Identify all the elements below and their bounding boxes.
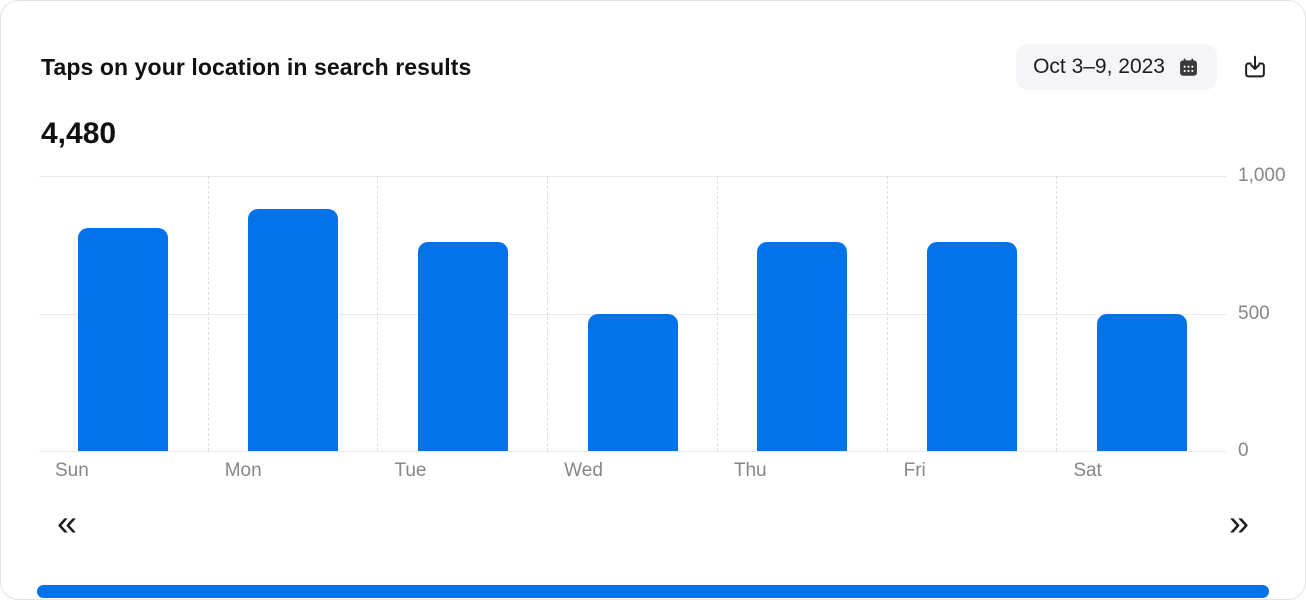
download-button[interactable] bbox=[1237, 49, 1273, 85]
gridline bbox=[39, 176, 1226, 177]
chart-column-mon: Mon bbox=[207, 176, 378, 481]
bar-fri[interactable] bbox=[926, 242, 1017, 451]
chart-column-thu: Thu bbox=[716, 176, 887, 481]
x-axis-label-wed: Wed bbox=[564, 460, 603, 481]
y-axis-tick-label: 1,000 bbox=[1238, 165, 1286, 186]
date-range-button[interactable]: Oct 3–9, 2023 bbox=[1016, 44, 1217, 90]
x-axis-label-sun: Sun bbox=[55, 460, 89, 481]
gridline bbox=[39, 451, 1226, 452]
chart-column-tue: Tue bbox=[377, 176, 547, 481]
chart-column-wed: Wed bbox=[547, 176, 717, 481]
x-axis-label-mon: Mon bbox=[224, 460, 262, 481]
previous-week-button[interactable]: « bbox=[49, 501, 85, 545]
download-icon bbox=[1241, 53, 1269, 81]
total-taps-value: 4,480 bbox=[41, 117, 117, 150]
bar-sun[interactable] bbox=[78, 228, 169, 451]
bar-thu[interactable] bbox=[757, 242, 848, 451]
bar-wed[interactable] bbox=[587, 313, 678, 451]
y-axis: 1,000 500 0 bbox=[1238, 165, 1302, 461]
bar-mon[interactable] bbox=[248, 209, 339, 451]
next-week-button[interactable]: » bbox=[1221, 501, 1257, 545]
calendar-icon bbox=[1177, 56, 1200, 79]
x-axis-label-fri: Fri bbox=[903, 460, 926, 481]
bar-tue[interactable] bbox=[417, 242, 508, 451]
header-actions: Oct 3–9, 2023 bbox=[1016, 44, 1273, 90]
y-axis-tick-label: 0 bbox=[1238, 440, 1249, 461]
timeline-scrollbar[interactable] bbox=[37, 585, 1269, 598]
card-title: Taps on your location in search results bbox=[41, 53, 472, 80]
bar-chart: Sun Mon Tue Wed Thu Fri Sat bbox=[39, 176, 1226, 481]
x-axis-label-thu: Thu bbox=[733, 460, 767, 481]
chart-column-sat: Sat bbox=[1056, 176, 1226, 481]
x-axis-label-sat: Sat bbox=[1073, 460, 1102, 481]
bar-sat[interactable] bbox=[1096, 313, 1187, 451]
date-range-label: Oct 3–9, 2023 bbox=[1033, 55, 1165, 78]
chart-column-fri: Fri bbox=[886, 176, 1057, 481]
card-header: Taps on your location in search results … bbox=[41, 43, 1273, 91]
chart-column-sun: Sun bbox=[39, 176, 208, 481]
x-axis-label-tue: Tue bbox=[394, 460, 427, 481]
y-axis-tick-label: 500 bbox=[1238, 302, 1270, 324]
